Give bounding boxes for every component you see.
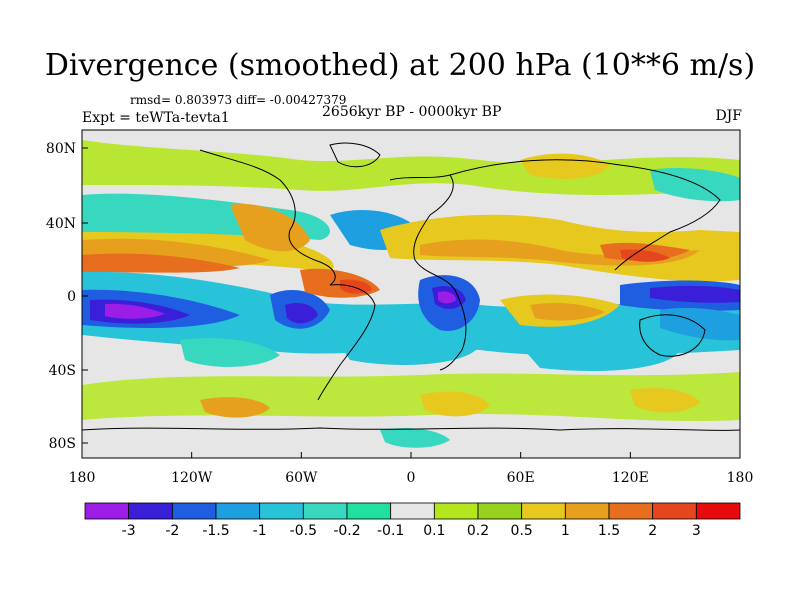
colorbar-swatch	[433, 502, 479, 520]
coastline-greenland	[329, 142, 381, 168]
contour-region	[650, 285, 740, 303]
colorbar-label: 2	[648, 523, 657, 539]
season-label: DJF	[715, 108, 742, 124]
colorbar-label: -0.1	[377, 523, 404, 539]
colorbar-label: 0.5	[511, 523, 533, 539]
colorbar-label: -0.5	[290, 523, 317, 539]
lon-tick-label: 180	[727, 470, 754, 486]
contour-region	[620, 249, 670, 262]
colorbar-label: -1.5	[202, 523, 229, 539]
contour-region	[630, 388, 700, 413]
map-title: Divergence (smoothed) at 200 hPa (10**6 …	[44, 48, 756, 83]
colorbar-label: -1	[253, 523, 267, 539]
coastline-australia	[639, 314, 706, 357]
contour-region	[420, 391, 490, 417]
colorbar-label: 0.2	[467, 523, 489, 539]
latitude-axis: 80N 40N 0 40S 80S	[46, 141, 88, 452]
contour-field	[82, 140, 740, 448]
contour-region	[520, 339, 680, 371]
colorbar-label: 3	[692, 523, 701, 539]
colorbar-swatch	[128, 502, 173, 520]
period-label: 2656kyr BP - 0000kyr BP	[322, 104, 502, 120]
lon-tick-label: 60E	[507, 470, 535, 486]
colorbar-swatch	[171, 502, 217, 520]
colorbar-swatch	[521, 502, 566, 520]
colorbar: -3 -2 -1.5 -1 -0.5 -0.2 -0.1 0.1 0.2 0.5 1 1.5 2 3	[84, 502, 741, 539]
contour-region	[285, 303, 318, 324]
colorbar-label: -0.2	[333, 523, 360, 539]
lat-tick-label: 40S	[49, 363, 76, 379]
contour-region	[82, 253, 240, 273]
colorbar-swatch	[215, 502, 261, 520]
colorbar-swatch	[564, 502, 610, 520]
contour-region	[650, 167, 740, 202]
lon-tick-label: 0	[407, 470, 416, 486]
lat-tick-label: 0	[67, 289, 76, 305]
lat-tick-label: 80S	[49, 436, 76, 452]
coastlines	[82, 142, 740, 431]
longitude-axis: 180 120W 60W 0 60E 120E 180	[69, 452, 754, 486]
colorbar-swatch	[695, 502, 741, 520]
contour-region	[530, 302, 605, 321]
colorbar-label: 1.5	[598, 523, 620, 539]
colorbar-swatch	[259, 502, 304, 520]
colorbar-swatch	[302, 502, 348, 520]
experiment-label: Expt = teWTa-tevta1	[82, 110, 230, 126]
contour-region	[82, 271, 740, 356]
coastline-antarctica	[82, 427, 740, 431]
contour-region	[82, 140, 740, 195]
contour-region	[330, 325, 480, 365]
colorbar-swatch	[84, 502, 130, 520]
contour-region	[105, 303, 165, 319]
colorbar-label: -2	[165, 523, 179, 539]
lon-tick-label: 120W	[171, 470, 213, 486]
lon-tick-label: 60W	[285, 470, 318, 486]
contour-region	[380, 214, 740, 282]
contour-region	[380, 428, 450, 448]
lon-tick-label: 120E	[612, 470, 649, 486]
colorbar-swatch	[652, 502, 697, 520]
colorbar-swatch	[608, 502, 654, 520]
contour-region	[200, 397, 270, 418]
coastline-asia	[449, 159, 721, 271]
rmsd-diff-stats: rmsd= 0.803973 diff= -0.00427379	[130, 93, 347, 107]
lat-tick-label: 80N	[46, 141, 76, 157]
coastline-north-america	[199, 149, 336, 286]
contour-region	[340, 279, 372, 294]
colorbar-label: 1	[561, 523, 570, 539]
colorbar-label: 0.1	[423, 523, 445, 539]
lon-tick-label: 180	[69, 470, 96, 486]
contour-region	[438, 291, 456, 304]
coastline-south-america	[317, 284, 376, 401]
lat-tick-label: 40N	[46, 216, 76, 232]
colorbar-swatch	[477, 502, 523, 520]
colorbar-swatch	[390, 502, 435, 520]
colorbar-label: -3	[122, 523, 136, 539]
colorbar-swatch	[346, 502, 392, 520]
contour-region	[180, 338, 280, 367]
